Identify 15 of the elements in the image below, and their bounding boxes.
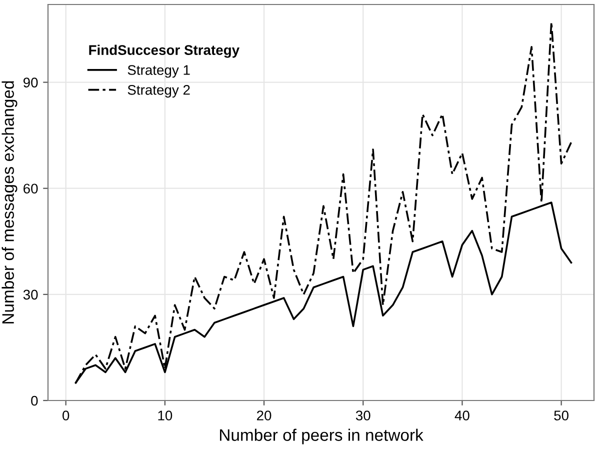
y-tick-label: 90 [23, 78, 38, 88]
x-tick-label: 20 [256, 410, 272, 420]
legend-title: FindSuccesor Strategy [89, 44, 240, 58]
legend-label: Strategy 2 [128, 84, 190, 98]
x-tick-label: 10 [158, 410, 172, 420]
x-tick-label: 50 [554, 410, 568, 420]
legend-label: Strategy 1 [128, 65, 190, 78]
x-tick-label: 40 [454, 410, 470, 420]
y-tick-label: 0 [31, 396, 38, 406]
y-axis-title: Number of messages exchanged [2, 81, 18, 324]
y-tick-label: 30 [23, 290, 38, 300]
x-tick-label: 0 [62, 410, 70, 420]
y-tick-label: 60 [24, 184, 38, 194]
x-tick-label: 30 [356, 410, 370, 420]
x-axis-title: Number of peers in network [220, 428, 424, 444]
